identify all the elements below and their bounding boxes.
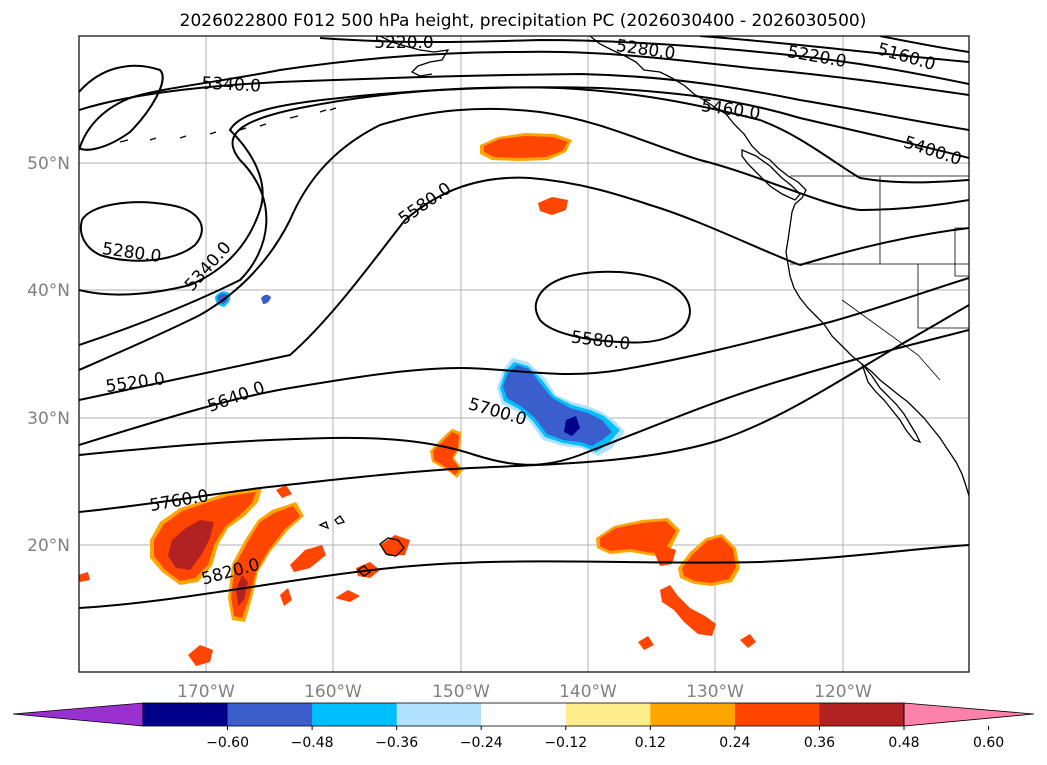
precip-area-neg-central-3	[503, 365, 612, 446]
colorbar-segment	[396, 703, 482, 726]
precip-area-sw-main-core	[168, 520, 214, 570]
colorbar: −0.60 −0.48 −0.36 −0.24 −0.12 0.12 0.24 0.36 0.4…	[12, 702, 1035, 751]
precip-area-neg-central-core	[564, 416, 580, 436]
gridlines	[79, 36, 969, 672]
contour-5340-top	[79, 72, 969, 131]
lon-label: 150°W	[432, 682, 490, 702]
precip-area-north-2	[538, 197, 568, 215]
lon-axis-labels: 170°W 160°W 150°W 140°W 130°W 120°W	[177, 682, 872, 702]
contour-5280	[79, 50, 969, 151]
colorbar-extend-low	[12, 702, 144, 727]
border-state-3	[917, 264, 969, 329]
colorbar-segment	[819, 703, 905, 726]
colorbar-tick-label: 0.60	[973, 735, 1004, 751]
colorbar-extend-high	[903, 702, 1035, 727]
lon-label: 140°W	[559, 682, 617, 702]
contour-5640	[79, 277, 969, 446]
map-border	[78, 35, 970, 673]
precip-area-se-3	[660, 585, 716, 636]
contour-5580-ring	[79, 176, 969, 401]
colorbar-segment	[734, 703, 820, 726]
coast-baja	[861, 363, 922, 444]
coastlines	[119, 36, 969, 577]
precip-shading	[79, 133, 756, 666]
contour-5400	[79, 86, 969, 296]
colorbar-tick-label: −0.24	[460, 735, 503, 751]
figure-title: 2026022800 F012 500 hPa height, precipit…	[180, 11, 867, 31]
precip-area-se-6	[638, 636, 654, 650]
precip-area-se-2b	[682, 537, 736, 583]
lat-label: 20°N	[27, 536, 70, 556]
contour-5220	[319, 37, 969, 85]
colorbar-outline	[142, 702, 905, 727]
precip-area-se-1b	[600, 521, 676, 553]
precip-area-sw-small-8	[276, 485, 292, 498]
precip-area-sw-band-b	[231, 506, 300, 618]
lat-label: 40°N	[27, 281, 70, 301]
contour-5160	[699, 36, 969, 63]
precip-area-mid-1b	[433, 432, 460, 475]
colorbar-tick-label: −0.48	[291, 735, 334, 751]
precip-area-sw-small-6	[380, 535, 410, 556]
lon-label: 160°W	[304, 682, 362, 702]
border-state-4	[841, 299, 941, 381]
lon-label: 130°W	[686, 682, 744, 702]
precip-area-sw-small-2	[188, 645, 213, 666]
contour-5100	[879, 36, 969, 53]
colorbar-segment	[650, 703, 736, 726]
lat-label: 50°N	[27, 154, 70, 174]
contour-5520	[79, 107, 969, 371]
colorbar-segment	[312, 703, 398, 726]
colorbar-segment	[481, 703, 567, 726]
contour-label: 5220.0	[374, 33, 433, 53]
precip-area-sw-small-4	[335, 590, 360, 602]
colorbar-tick-label: 0.24	[719, 735, 750, 751]
colorbar-tick-label: 0.12	[635, 735, 666, 751]
colorbar-segment	[143, 703, 229, 726]
precip-area-sw-small-3	[280, 588, 292, 606]
height-contours	[79, 36, 969, 609]
precip-area-sw-band-core	[236, 575, 248, 606]
coast-hawaii	[318, 515, 405, 577]
borders	[790, 175, 969, 381]
contour-5700	[79, 329, 969, 466]
precip-area-neg-west-2	[261, 294, 271, 304]
contour-5580-closed	[534, 270, 692, 344]
colorbar-tick-label: 0.48	[888, 735, 919, 751]
precip-area-sw-small-7	[79, 572, 90, 582]
coast-alaska	[119, 36, 450, 143]
colorbar-tick-label: −0.36	[375, 735, 418, 751]
colorbar-tick-label: −0.60	[206, 735, 249, 751]
lat-label: 30°N	[27, 409, 70, 429]
colorbar-tick-label: 0.36	[804, 735, 835, 751]
map-content	[79, 36, 969, 672]
precip-area-se-5	[740, 634, 756, 648]
contour-5760	[79, 304, 969, 513]
precip-area-se-4	[654, 546, 676, 566]
precip-area-sw-small-1	[290, 545, 326, 572]
lon-label: 170°W	[177, 682, 235, 702]
coast-vancouver-island	[741, 149, 801, 201]
border-state-5	[954, 227, 969, 277]
contour-5280-closed	[80, 201, 203, 262]
contour-5820	[79, 544, 969, 609]
lon-label: 120°W	[814, 682, 872, 702]
colorbar-segment	[227, 703, 313, 726]
contour-5220-high	[79, 64, 164, 151]
colorbar-segment	[565, 703, 651, 726]
coast-bc	[589, 36, 807, 213]
colorbar-tick-label: −0.12	[544, 735, 587, 751]
precip-area-north-1b	[484, 136, 568, 158]
lat-axis-labels: 50°N 40°N 30°N 20°N	[27, 154, 70, 556]
contour-label: 5340.0	[201, 73, 261, 96]
